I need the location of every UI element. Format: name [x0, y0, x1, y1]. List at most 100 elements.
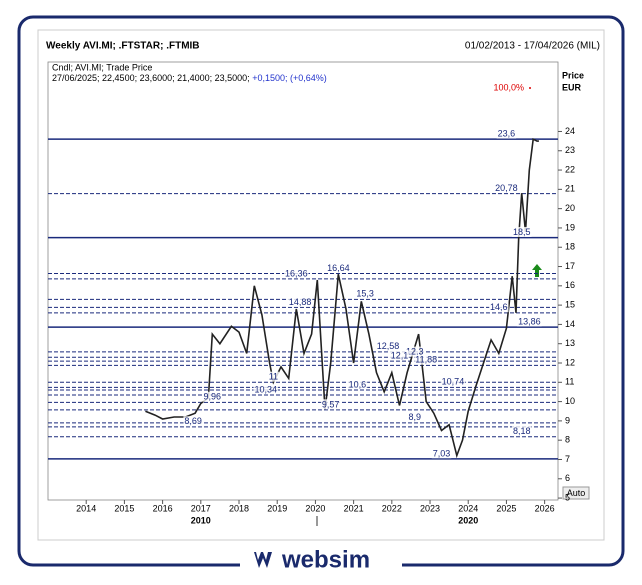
x-tick-label: 2021	[344, 503, 364, 513]
zoom-dot	[529, 87, 531, 89]
level-label-bg	[389, 350, 410, 361]
auto-label[interactable]: Auto	[567, 488, 586, 498]
y-tick-label: 17	[565, 261, 575, 271]
y-tick-label: 13	[565, 338, 575, 348]
y-tick-label: 15	[565, 299, 575, 309]
x-tick-label: 2015	[114, 503, 134, 513]
level-label-bg	[326, 262, 351, 273]
level-label-bg	[183, 416, 203, 427]
x-tick-label: 2020	[305, 503, 325, 513]
x-tick-label: 2018	[229, 503, 249, 513]
level-label: 8,69	[184, 416, 202, 426]
plot-area	[47, 61, 559, 501]
level-label: 11,88	[415, 355, 437, 365]
y-tick-label: 10	[565, 396, 575, 406]
x-tick-label: 2014	[76, 503, 96, 513]
chart-title: Weekly AVI.MI; .FTSTAR; .FTMIB	[46, 41, 200, 52]
brand-icon	[254, 552, 272, 568]
level-label: 13,86	[518, 316, 541, 326]
level-label: 20,78	[495, 183, 518, 193]
level-label-bg	[511, 226, 532, 237]
level-label-bg	[284, 268, 309, 279]
auto-button[interactable]	[562, 486, 590, 500]
level-label: 12,3	[406, 347, 424, 357]
y-tick-label: 9	[565, 415, 570, 425]
y-tick-label: 19	[565, 222, 575, 232]
level-label: 9,96	[204, 392, 222, 402]
legend-line: Cndl; AVI.MI; Trade Price	[52, 62, 152, 72]
zoom-label: 100,0%	[493, 82, 524, 92]
level-label-bg	[440, 376, 466, 387]
level-label: 10,34	[254, 384, 277, 394]
y-tick-label: 14	[565, 319, 575, 329]
level-label-bg	[347, 379, 368, 390]
decade-label: 2020	[458, 515, 478, 525]
level-label-bg	[320, 399, 341, 410]
level-label-bg	[407, 412, 422, 423]
level-label-bg	[517, 316, 542, 327]
level-label: 12,58	[377, 341, 400, 351]
x-tick-label: 2017	[191, 503, 211, 513]
x-tick-label: 2016	[153, 503, 173, 513]
level-label-bg	[496, 128, 517, 139]
level-label: 15,3	[356, 289, 374, 299]
level-label: 10,74	[442, 377, 465, 387]
y-tick-label: 23	[565, 145, 575, 155]
axis-unit: EUR	[562, 82, 582, 92]
price-line	[145, 137, 539, 459]
level-label: 7,03	[433, 448, 451, 458]
legend-ohlc: 27/06/2025; 22,4500; 23,6000; 21,4000; 2…	[52, 73, 250, 83]
y-tick-label: 24	[565, 126, 575, 136]
y-tick-label: 12	[565, 357, 575, 367]
level-label-bg	[202, 391, 223, 402]
level-label: 12,1	[391, 350, 409, 360]
level-label: 10,6	[349, 379, 367, 389]
level-label: 9,57	[322, 399, 340, 409]
y-tick-label: 22	[565, 164, 575, 174]
level-label-bg	[431, 448, 452, 459]
x-tick-label: 2022	[382, 503, 402, 513]
level-label: 18,5	[513, 227, 531, 237]
level-label-bg	[511, 426, 532, 437]
y-tick-label: 7	[565, 454, 570, 464]
level-label-bg	[287, 296, 313, 307]
y-tick-label: 21	[565, 184, 575, 194]
level-label: 11	[269, 372, 278, 382]
level-label: 14,88	[289, 297, 312, 307]
level-label-bg	[355, 288, 375, 299]
chart-panel	[37, 29, 605, 541]
x-tick-label: 2026	[535, 503, 555, 513]
level-label-bg	[489, 302, 509, 313]
level-label-bg	[267, 371, 280, 382]
level-label: 23,6	[498, 129, 516, 139]
y-tick-label: 8	[565, 435, 570, 445]
legend-line: 27/06/2025; 22,4500; 23,6000; 21,4000; 2…	[52, 73, 327, 83]
x-tick-label: 2025	[496, 503, 516, 513]
level-label-bg	[253, 384, 279, 395]
y-tick-label: 11	[565, 377, 574, 387]
date-range: 01/02/2013 - 17/04/2026 (MIL)	[465, 41, 600, 52]
up-arrow	[532, 264, 542, 277]
brand-name: websim	[281, 546, 370, 573]
level-label-bg	[414, 354, 439, 365]
x-tick-label: 2019	[267, 503, 287, 513]
x-tick-label: 2023	[420, 503, 440, 513]
level-label: 14,6	[490, 302, 508, 312]
level-label: 16,64	[327, 263, 350, 273]
y-tick-label: 18	[565, 242, 575, 252]
level-label-bg	[494, 182, 519, 193]
decade-label: 2010	[191, 515, 211, 525]
level-label-bg	[375, 341, 401, 352]
level-label: 8,9	[408, 412, 421, 422]
level-label: 16,36	[285, 268, 308, 278]
level-label-bg	[404, 346, 425, 357]
y-tick-label: 6	[565, 473, 570, 483]
level-label: 8,18	[513, 426, 531, 436]
y-tick-label: 20	[565, 203, 575, 213]
y-tick-label: 16	[565, 280, 575, 290]
axis-label: Price	[562, 70, 584, 80]
y-tick-label: 5	[565, 492, 570, 502]
legend-change: +0,1500; (+0,64%)	[252, 73, 327, 83]
x-tick-label: 2024	[458, 503, 478, 513]
